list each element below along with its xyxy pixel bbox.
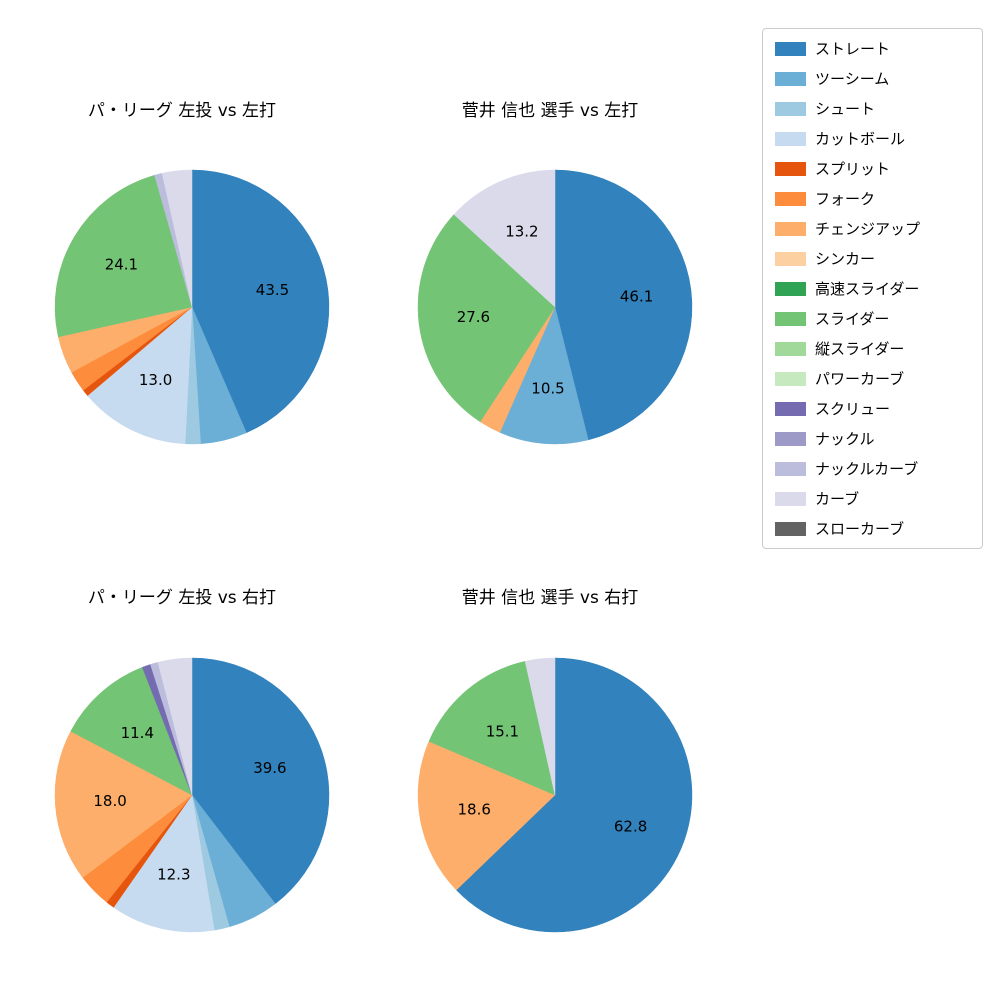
chart-title-pa-league-lhp-vs-rhb: パ・リーグ 左投 vs 右打 [87, 588, 277, 608]
pie-value-label: 13.2 [505, 222, 538, 240]
pie-pa-league-lhp-vs-rhb: 39.6 12.3 18.0 11.4 [54, 657, 330, 933]
legend-label: パワーカーブ [815, 370, 905, 388]
legend-item: スクリュー [775, 398, 970, 419]
legend-label: シュート [815, 100, 876, 118]
pie-value-label: 18.0 [93, 792, 126, 810]
legend-label: ナックルカーブ [815, 460, 919, 478]
pie-pa-league-lhp-vs-lhb: 43.5 13.0 24.1 [54, 169, 330, 445]
pie-slice [87, 306, 193, 445]
pie-sugai-vs-rhb: 62.8 18.6 15.1 [417, 657, 693, 933]
legend-label: ナックル [815, 430, 875, 448]
legend-item: スライダー [775, 308, 970, 329]
legend-swatch [775, 101, 806, 116]
chart-title-sugai-vs-rhb: 菅井 信也 選手 vs 右打 [461, 588, 639, 608]
legend-swatch [775, 401, 806, 416]
legend-swatch [775, 161, 806, 176]
legend-swatch [775, 221, 806, 236]
legend-swatch [775, 131, 806, 146]
pie-slice [524, 657, 556, 796]
pie-slice [417, 741, 556, 891]
legend-item: パワーカーブ [775, 368, 970, 389]
legend-item: 高速スライダー [775, 278, 970, 299]
chart-title-sugai-vs-lhb: 菅井 信也 選手 vs 左打 [461, 101, 639, 121]
pie-value-label: 11.4 [121, 724, 154, 742]
pie-slice [453, 169, 556, 308]
legend-list: ストレートツーシームシュートカットボール スプリットフォークチェンジアップ シンカー… [775, 38, 970, 539]
legend-swatch [775, 41, 806, 56]
legend-item: スローカーブ [775, 518, 970, 539]
pie-slice [191, 657, 330, 905]
legend-label: カットボール [815, 130, 906, 148]
pie-value-label: 46.1 [620, 288, 653, 306]
legend-label: 縦スライダー [815, 340, 905, 358]
pie-value-label: 13.0 [139, 371, 172, 389]
legend-item: シンカー [775, 248, 970, 269]
legend-swatch [775, 491, 806, 506]
pie-slice [70, 666, 193, 796]
legend-swatch [775, 281, 806, 296]
legend-label: 高速スライダー [815, 280, 920, 298]
legend-item: ツーシーム [775, 68, 970, 89]
legend-swatch [775, 341, 806, 356]
legend-label: カーブ [815, 490, 860, 508]
legend-swatch [775, 521, 806, 536]
legend-swatch [775, 251, 806, 266]
legend-label: シンカー [815, 250, 876, 268]
pie-slice [157, 657, 193, 796]
legend-label: ストレート [815, 40, 891, 58]
pie-slice [554, 169, 693, 441]
legend-item: チェンジアップ [775, 218, 970, 239]
legend-swatch [775, 311, 806, 326]
pie-slice [113, 794, 215, 933]
pie-slice [455, 657, 693, 933]
legend-label: チェンジアップ [815, 220, 921, 238]
legend-item: フォーク [775, 188, 970, 209]
pie-value-label: 39.6 [253, 759, 286, 777]
pie-value-label: 10.5 [531, 379, 564, 397]
pie-slice [499, 306, 589, 445]
pie-slice [417, 214, 556, 423]
legend-item: スプリット [775, 158, 970, 179]
legend-label: スライダー [815, 310, 890, 328]
legend-item: カーブ [775, 488, 970, 509]
legend-label: スクリュー [815, 400, 891, 418]
legend-label: スプリット [815, 160, 891, 178]
pie-slice [428, 661, 556, 796]
pie-value-label: 24.1 [105, 255, 138, 273]
pie-value-label: 12.3 [157, 866, 190, 884]
legend-swatch [775, 71, 806, 86]
pie-slice [191, 169, 330, 434]
pie-sugai-vs-lhb: 46.1 10.5 27.6 13.2 [417, 169, 693, 445]
legend-item: 縦スライダー [775, 338, 970, 359]
legend-swatch [775, 371, 806, 386]
legend-label: ツーシーム [815, 70, 890, 88]
pie-value-label: 62.8 [614, 818, 647, 836]
legend-item: ストレート [775, 38, 970, 59]
legend-label: スローカーブ [815, 520, 905, 538]
chart-title-pa-league-lhp-vs-lhb: パ・リーグ 左投 vs 左打 [87, 101, 277, 121]
legend-item: ナックル [775, 428, 970, 449]
pie-value-label: 15.1 [486, 722, 519, 740]
pie-slice [54, 730, 193, 878]
legend-label: フォーク [815, 190, 876, 208]
legend-item: カットボール [775, 128, 970, 149]
legend-swatch [775, 461, 806, 476]
legend-swatch [775, 191, 806, 206]
pie-value-label: 43.5 [256, 281, 289, 299]
pie-slice [54, 174, 193, 338]
pie-slice [161, 169, 193, 308]
pie-value-label: 27.6 [457, 308, 490, 326]
pie-value-label: 18.6 [457, 800, 490, 818]
legend: ストレートツーシームシュートカットボール スプリットフォークチェンジアップ シンカー… [762, 28, 983, 549]
legend-item: シュート [775, 98, 970, 119]
legend-swatch [775, 431, 806, 446]
legend-item: ナックルカーブ [775, 458, 970, 479]
